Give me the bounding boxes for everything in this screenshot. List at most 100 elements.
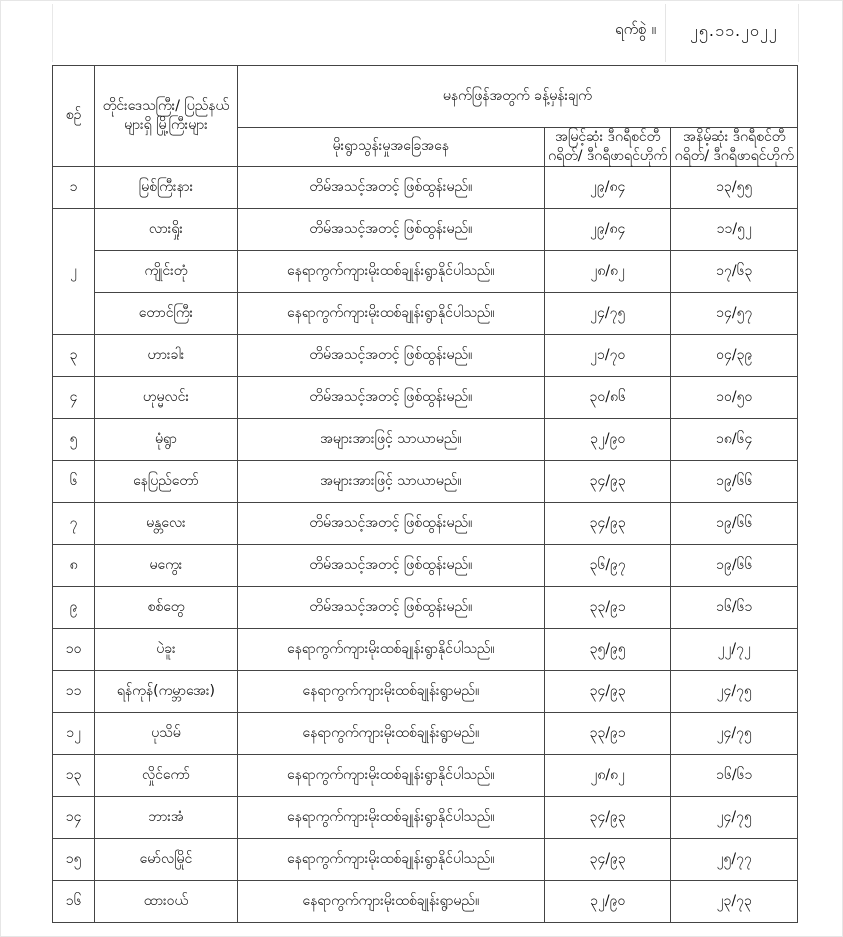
cell-no: ၁၁ (51, 669, 96, 713)
header-min: အနိမ့်ဆုံး ဒီဂရီစင်တီဂရိတ်/ ဒီဂရီဖာရင်ဟိ… (670, 127, 798, 167)
cell-min: ၁၆/၆၁ (670, 753, 798, 797)
cell-max: ၃၄/၉၃ (543, 837, 672, 881)
table-row: ၂လားရှိုး တိမ်အသင့်အတင့် ဖြစ်ထွန်းမည်။ ၂၉/… (51, 207, 798, 335)
cell-min: ၂၄/၇၅ (670, 669, 798, 713)
cell-condition: နေရာကွက်ကျားမိုးထစ်ချုန်းရွာမည်။ (236, 879, 545, 923)
cell-max: ၂၉/၈၄ (543, 165, 672, 209)
cell-city: မြစ်ကြီးနား (94, 165, 238, 209)
table-row: ၁၃ လှိုင်ကော် နေရာကွက်ကျားမိုးထစ်ချုန်းရွာ… (51, 753, 798, 797)
forecast-table: စဉ် တိုင်းဒေသကြီး/ ပြည်နယ်များရှိ မြို့က… (51, 65, 799, 923)
cell-min: ၂၄/၇၅ (670, 795, 798, 839)
table-row: ကျိုင်းတုံ နေရာကွက်ကျားမိုးထစ်ချုန်းရွာနိ… (53, 249, 798, 293)
cell-city: စစ်တွေ (94, 585, 238, 629)
cell-city: ပဲခူး (94, 627, 238, 671)
table-row: ၁၀ ပဲခူး နေရာကွက်ကျားမိုးထစ်ချုန်းရွာနိုင်… (51, 627, 798, 671)
cell-condition: နေရာကွက်ကျားမိုးထစ်ချုန်းရွာမည်။ (236, 669, 545, 713)
cell-condition: တိမ်အသင့်အတင့် ဖြစ်ထွန်းမည်။ (236, 333, 545, 377)
cell-condition: တိမ်အသင့်အတင့် ဖြစ်ထွန်းမည်။ (236, 375, 545, 419)
cell-max: ၃၅/၉၅ (543, 627, 672, 671)
table-row: ၇မန္တလေး တိမ်အသင့်အတင့် ဖြစ်ထွန်းမည်။ ၃၄/၉… (51, 501, 798, 545)
cell-min: ၁၉/၆၆ (670, 543, 798, 587)
cell-no: ၅ (51, 417, 96, 461)
cell-min: ၁၀/၅၀ (670, 375, 798, 419)
cell-condition: တိမ်အသင့်အတင့် ဖြစ်ထွန်းမည်။ (236, 207, 545, 251)
cell-no: ၇ (51, 501, 96, 545)
cell-condition: နေရာကွက်ကျားမိုးထစ်ချုန်းရွာနိုင်ပါသည်။ (236, 795, 545, 839)
cell-max: ၃၆/၉၇ (543, 543, 672, 587)
header-max: အမြင့်ဆုံး ဒီဂရီစင်တီဂရိတ်/ ဒီဂရီဖာရင်ဟိ… (543, 127, 672, 167)
cell-city: ပုသိမ် (94, 711, 238, 755)
cell-no: ၈ (51, 543, 96, 587)
cell-min: ၂၄/၇၅ (670, 711, 798, 755)
table-row: ၃ဟားခါး တိမ်အသင့်အတင့် ဖြစ်ထွန်းမည်။ ၂၁/၇၀… (51, 333, 798, 377)
cell-min: ၁၆/၆၁ (670, 585, 798, 629)
cell-no: ၉ (51, 585, 96, 629)
cell-no: ၁၂ (51, 711, 96, 755)
cell-max: ၃၀/၈၆ (543, 375, 672, 419)
cell-max: ၂၄/၇၅ (543, 291, 672, 335)
table-row: ၁၅ မော်လမြိုင် နေရာကွက်ကျားမိုးထစ်ချုန်းရွ… (51, 837, 798, 881)
cell-condition: တိမ်အသင့်အတင့် ဖြစ်ထွန်းမည်။ (236, 585, 545, 629)
cell-no: ၆ (51, 459, 96, 503)
cell-min: ၂၅/၇၇ (670, 837, 798, 881)
table-row: ၁၆ ထားဝယ် နေရာကွက်ကျားမိုးထစ်ချုန်းရွာမည်။… (51, 879, 798, 923)
cell-min: ၁၇/၆၃ (670, 249, 798, 293)
table-row: ၁၄ ဘားအံ နေရာကွက်ကျားမိုးထစ်ချုန်းရွာနိုင်… (51, 795, 798, 839)
cell-min: ၂၃/၇၃ (670, 879, 798, 923)
cell-no: ၁၆ (51, 879, 96, 923)
cell-no: ၁၅ (51, 837, 96, 881)
cell-city: တောင်ကြီး (94, 291, 238, 335)
cell-city: ဟားခါး (94, 333, 238, 377)
header-no: စဉ် (51, 65, 96, 167)
cell-condition: တိမ်အသင့်အတင့် ဖြစ်ထွန်းမည်။ (236, 165, 545, 209)
cell-condition: တိမ်အသင့်အတင့် ဖြစ်ထွန်းမည်။ (236, 501, 545, 545)
divider (665, 4, 666, 62)
cell-max: ၃၃/၉၁ (543, 711, 672, 755)
table-row: ၈မကွေး တိမ်အသင့်အတင့် ဖြစ်ထွန်းမည်။ ၃၆/၉၇၁… (51, 543, 798, 587)
cell-max: ၃၄/၉၃ (543, 669, 672, 713)
cell-max: ၃၄/၉၃ (543, 501, 672, 545)
cell-condition: အများအားဖြင့် သာယာမည်။ (236, 459, 545, 503)
cell-condition: နေရာကွက်ကျားမိုးထစ်ချုန်းရွာနိုင်ပါသည်။ (236, 249, 545, 293)
cell-min: ၂၂/၇၂ (670, 627, 798, 671)
table-row: တောင်ကြီး နေရာကွက်ကျားမိုးထစ်ချုန်းရွာနို… (53, 291, 798, 335)
cell-no: ၄ (51, 375, 96, 419)
header-condition: မိုးရွာသွန်းမှုအခြေအနေ (236, 127, 545, 167)
cell-city: ကျိုင်းတုံ (94, 249, 238, 293)
table-row: ၁မြစ်ကြီးနား တိမ်အသင့်အတင့် ဖြစ်ထွန်းမည်။… (51, 165, 798, 209)
header-city: တိုင်းဒေသကြီး/ ပြည်နယ်များရှိ မြို့ကြီးမ… (94, 65, 238, 167)
cell-no: ၃ (51, 333, 96, 377)
cell-city: ဟုမ္မလင်း (94, 375, 238, 419)
cell-city: မော်လမြိုင် (94, 837, 238, 881)
date-row: ရက်စွဲ ။ ၂၅.၁၁.၂၀၂၂ (52, 4, 799, 62)
cell-city: မန္တလေး (94, 501, 238, 545)
cell-no: ၁ (51, 165, 96, 209)
cell-min: ၁၄/၅၇ (670, 291, 798, 335)
cell-city: နေပြည်တော် (94, 459, 238, 503)
cell-city: ထားဝယ် (94, 879, 238, 923)
cell-condition: နေရာကွက်ကျားမိုးထစ်ချုန်းရွာနိုင်ပါသည်။ (236, 753, 545, 797)
cell-condition: နေရာကွက်ကျားမိုးထစ်ချုန်းရွာနိုင်ပါသည်။ (236, 291, 545, 335)
table-row: ၉စစ်တွေ တိမ်အသင့်အတင့် ဖြစ်ထွန်းမည်။ ၃၃/၉၁… (51, 585, 798, 629)
table-row: ၁၁ ရန်ကုန်(ကမ္ဘာအေး) နေရာကွက်ကျားမိုးထစ်ချ… (51, 669, 798, 713)
cell-condition: အများအားဖြင့် သာယာမည်။ (236, 417, 545, 461)
table-row: ၅မုံရွာ အများအားဖြင့် သာယာမည်။ ၃၂/၉၀ ၁၈/၆၄ (51, 417, 798, 461)
cell-max: ၃၄/၉၃ (543, 459, 672, 503)
cell-no: ၁၃ (51, 753, 96, 797)
table-row: ၆နေပြည်တော် အများအားဖြင့် သာယာမည်။ ၃၄/၉၃ ၁၉… (51, 459, 798, 503)
date-value: ၂၅.၁၁.၂၀၂၂ (690, 21, 778, 40)
cell-max: ၃၄/၉၃ (543, 795, 672, 839)
table-row: ၁၂ ပုသိမ် နေရာကွက်ကျားမိုးထစ်ချုန်းရွာမည်။… (51, 711, 798, 755)
cell-max: ၃၂/၉၀ (543, 417, 672, 461)
table-row: ၄ဟုမ္မလင်း တိမ်အသင့်အတင့် ဖြစ်ထွန်းမည်။ ၃၀… (51, 375, 798, 419)
header-forecast: မနက်ဖြန်အတွက် ခန့်မှန်းချက် (236, 65, 799, 128)
cell-min: ၁၉/၆၆ (670, 501, 798, 545)
cell-city: ရန်ကုန်(ကမ္ဘာအေး) (94, 669, 238, 713)
cell-condition: နေရာကွက်ကျားမိုးထစ်ချုန်းရွာနိုင်ပါသည်။ (236, 837, 545, 881)
cell-city: လှိုင်ကော် (94, 753, 238, 797)
cell-min: ၁၈/၆၄ (670, 417, 798, 461)
cell-no: ၁၀ (51, 627, 96, 671)
cell-city: လားရှိုး (94, 207, 238, 251)
cell-no: ၂ (51, 207, 96, 335)
cell-condition: တိမ်အသင့်အတင့် ဖြစ်ထွန်းမည်။ (236, 543, 545, 587)
